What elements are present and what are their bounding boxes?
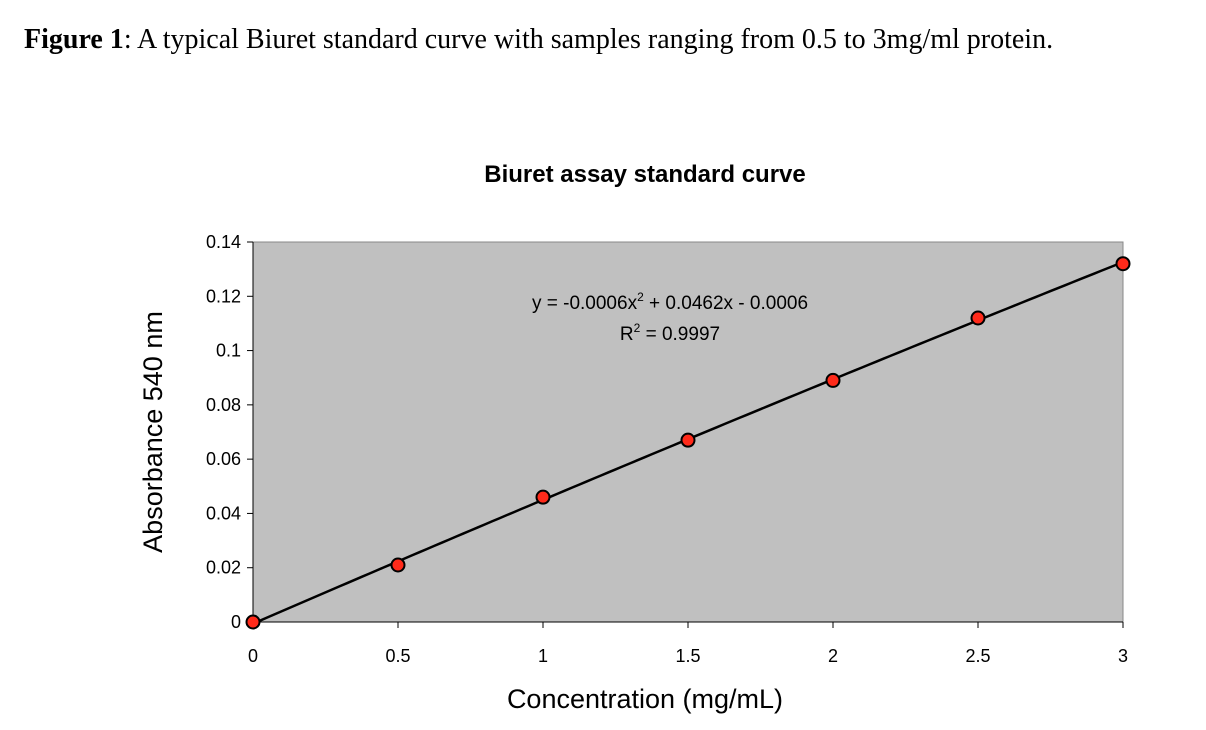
x-tick-label: 2 (828, 646, 838, 666)
y-tick-label: 0.14 (206, 232, 241, 252)
y-tick-label: 0.08 (206, 395, 241, 415)
figure-caption: Figure 1: A typical Biuret standard curv… (24, 24, 1053, 56)
y-tick-label: 0.12 (206, 286, 241, 306)
data-point (535, 489, 551, 505)
y-axis-label: Absorbance 540 nm (138, 311, 168, 553)
figure-label: Figure 1 (24, 24, 124, 55)
data-point (245, 614, 261, 630)
x-axis-label: Concentration (mg/mL) (507, 684, 783, 714)
y-tick-label: 0 (231, 612, 241, 632)
x-tick-label: 3 (1118, 646, 1128, 666)
data-point (1115, 256, 1131, 272)
trendline-equation: y = -0.0006x2 + 0.0462x - 0.0006 (532, 290, 808, 314)
y-tick-label: 0.06 (206, 449, 241, 469)
data-point (825, 372, 841, 388)
x-tick-label: 0.5 (385, 646, 410, 666)
x-tick-label: 0 (248, 646, 258, 666)
x-tick-label: 1.5 (675, 646, 700, 666)
data-points (245, 256, 1131, 630)
y-tick-label: 0.02 (206, 558, 241, 578)
chart-title: Biuret assay standard curve (484, 161, 805, 188)
data-point (680, 432, 696, 448)
r-squared-label: R2 = 0.9997 (620, 321, 720, 345)
figure-caption-text: : A typical Biuret standard curve with s… (123, 24, 1054, 55)
y-tick-label: 0.1 (216, 341, 241, 361)
y-tick-label: 0.04 (206, 503, 241, 523)
y-axis-ticks: 0 0.02 0.04 0.06 0.08 0.1 0.12 0.14 (206, 232, 253, 632)
data-point (970, 310, 986, 326)
x-tick-label: 1 (538, 646, 548, 666)
x-tick-label: 2.5 (965, 646, 990, 666)
x-axis-ticks: 0 0.5 1 1.5 2 2.5 3 (248, 622, 1128, 666)
data-point (390, 557, 406, 573)
